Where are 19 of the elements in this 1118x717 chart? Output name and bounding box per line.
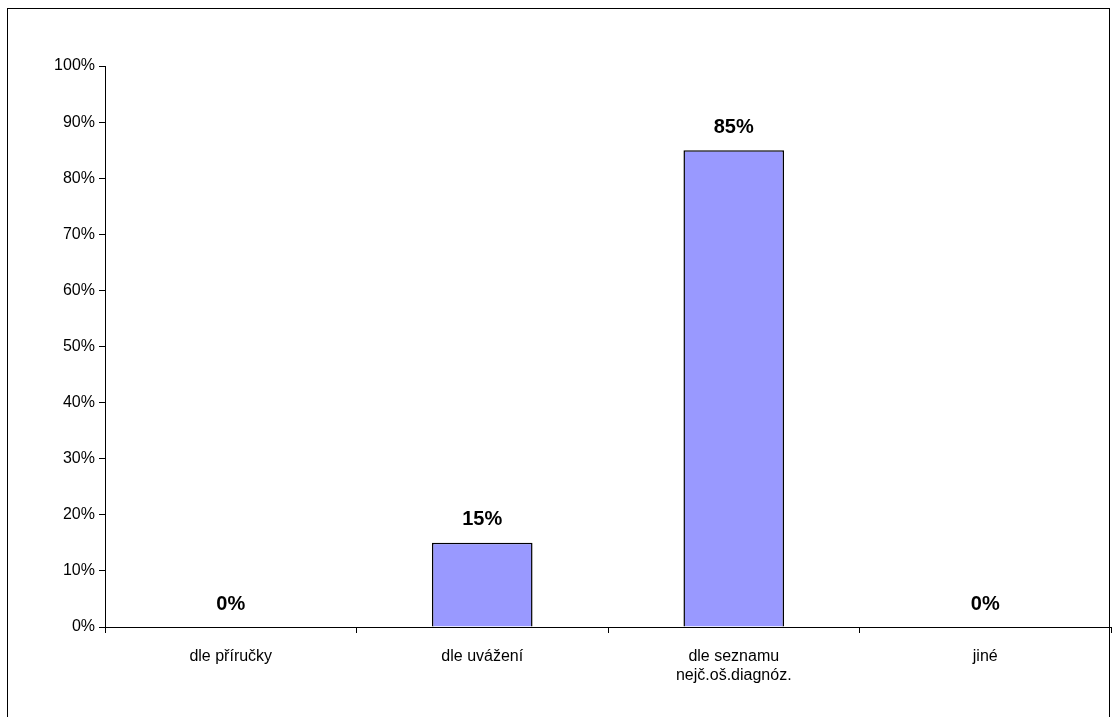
y-tick-label: 10% (62, 561, 95, 579)
x-tick-label: jiné (971, 647, 998, 665)
y-tick-label: 20% (62, 505, 95, 523)
y-tick-label: 0% (71, 617, 95, 635)
x-tick-label: dle příručky (189, 647, 273, 665)
x-tick-label: dle seznamu nejč.oš.diagnóz. (675, 647, 792, 684)
data-label: 0% (970, 591, 1000, 614)
y-tick-label: 80% (62, 168, 95, 186)
data-label: 0% (216, 591, 246, 614)
y-tick-label: 40% (62, 393, 95, 411)
x-tick-label: dle uvážení (441, 647, 524, 665)
data-label: 15% (462, 507, 503, 530)
y-tick-label: 90% (62, 112, 95, 130)
y-tick-label: 70% (62, 224, 95, 242)
y-tick-label: 50% (62, 336, 95, 354)
y-tick-label: 30% (62, 449, 95, 467)
data-label: 85% (713, 114, 754, 137)
y-tick-label: 100% (54, 56, 95, 74)
y-tick-label: 60% (62, 280, 95, 298)
